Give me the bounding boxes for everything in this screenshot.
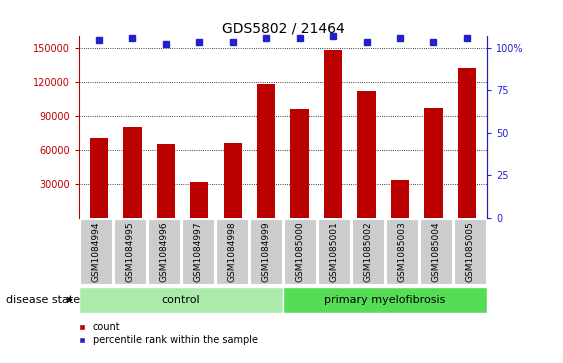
Text: GSM1084999: GSM1084999 (261, 221, 270, 282)
Text: GSM1085000: GSM1085000 (296, 221, 305, 282)
Text: GSM1084996: GSM1084996 (159, 221, 168, 282)
Text: GSM1085004: GSM1085004 (431, 221, 440, 282)
Text: GSM1084994: GSM1084994 (91, 221, 100, 282)
Text: GSM1084998: GSM1084998 (227, 221, 236, 282)
Text: GSM1085002: GSM1085002 (364, 221, 373, 282)
Bar (257, 84, 275, 218)
Text: GSM1085005: GSM1085005 (466, 221, 475, 282)
Text: GSM1084997: GSM1084997 (193, 221, 202, 282)
Text: control: control (162, 295, 200, 305)
Bar (324, 50, 342, 218)
Bar (90, 138, 108, 218)
Bar (458, 68, 476, 218)
Bar (391, 180, 409, 218)
Bar (425, 108, 443, 218)
Bar (224, 143, 242, 218)
Text: GSM1085001: GSM1085001 (329, 221, 338, 282)
Text: count: count (93, 322, 120, 333)
Bar (123, 127, 141, 218)
Bar (157, 144, 175, 218)
Bar (358, 91, 376, 218)
Text: percentile rank within the sample: percentile rank within the sample (93, 335, 258, 345)
Text: primary myelofibrosis: primary myelofibrosis (324, 295, 446, 305)
Text: GSM1084995: GSM1084995 (126, 221, 135, 282)
Title: GDS5802 / 21464: GDS5802 / 21464 (221, 21, 345, 35)
Bar (190, 182, 208, 218)
Text: disease state: disease state (6, 295, 80, 305)
Bar (291, 109, 309, 218)
Text: GSM1085003: GSM1085003 (397, 221, 406, 282)
